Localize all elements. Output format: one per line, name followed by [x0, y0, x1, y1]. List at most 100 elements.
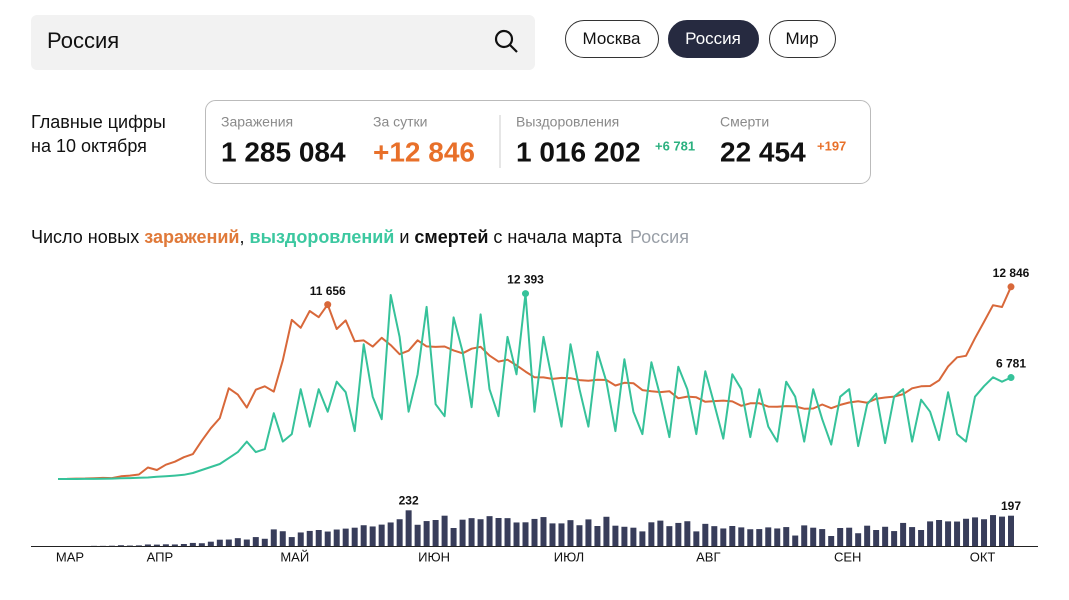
bar: [486, 516, 493, 546]
stat-delta: +6 781: [655, 138, 695, 153]
bar: [765, 527, 772, 546]
bar: [990, 515, 997, 546]
stat-delta: +197: [817, 138, 846, 153]
bar: [657, 520, 664, 546]
search-icon[interactable]: [494, 29, 518, 53]
bar: [378, 524, 385, 546]
title-part: смертей: [414, 227, 488, 247]
tab-label[interactable]: Москва: [582, 29, 641, 48]
bar: [306, 530, 313, 546]
tab[interactable]: [565, 20, 659, 58]
chart-title: Число новых заражений, выздоровлений и с…: [31, 227, 689, 247]
x-tick-label: АВГ: [696, 549, 720, 564]
bar: [333, 529, 340, 546]
bar: [405, 510, 412, 546]
bar: [567, 520, 574, 546]
bar: [639, 531, 646, 546]
bar: [540, 517, 547, 546]
x-tick-label: ИЮЛ: [554, 549, 584, 564]
bar: [711, 526, 718, 546]
title-part: и: [394, 227, 414, 247]
title-part: выздоровлений: [250, 227, 395, 247]
bar: [216, 539, 223, 546]
bar: [441, 515, 448, 546]
chart-subtitle: Россия: [630, 227, 689, 247]
bar: [360, 525, 367, 546]
point: [522, 290, 530, 298]
title-part: ,: [240, 227, 250, 247]
bar: [162, 544, 169, 546]
stat-label: За сутки: [373, 114, 428, 130]
bar: [738, 527, 745, 546]
bar: [117, 545, 124, 546]
bar: [603, 516, 610, 546]
bar: [342, 528, 349, 546]
bar: [666, 526, 673, 546]
bar: [702, 523, 709, 546]
bar: [558, 523, 565, 546]
bar: [459, 519, 466, 546]
bar: [576, 525, 583, 546]
bar: [585, 519, 592, 546]
summary-title: Главные цифры: [31, 112, 166, 132]
bar: [810, 527, 817, 546]
bar: [243, 539, 250, 546]
bar: [153, 544, 160, 546]
stat-label: Смерти: [720, 114, 769, 130]
x-tick-label: МАР: [56, 549, 84, 564]
search-box[interactable]: [31, 15, 535, 70]
bar: [324, 531, 331, 546]
bar: [846, 527, 853, 546]
bar: [801, 525, 808, 546]
point: [1007, 283, 1015, 291]
bar: [837, 528, 844, 546]
bar: [729, 526, 736, 546]
bar: [855, 533, 862, 546]
bar: [891, 531, 898, 546]
tab-label[interactable]: Мир: [785, 29, 818, 48]
bar: [423, 521, 430, 546]
bar: [396, 519, 403, 546]
bar: [927, 521, 934, 546]
bar: [450, 528, 457, 546]
bar: [981, 519, 988, 546]
bar: [936, 520, 943, 546]
bar: [900, 522, 907, 546]
tab[interactable]: [668, 20, 759, 58]
stat-value: 1 285 084: [221, 136, 346, 167]
point: [324, 301, 332, 309]
title-part: с начала марта: [488, 227, 623, 247]
tab-label[interactable]: Россия: [685, 29, 741, 48]
stat-label: Выздоровления: [516, 114, 619, 130]
bar: [297, 532, 304, 546]
value-label: 6 781: [996, 357, 1026, 371]
bar: [963, 518, 970, 546]
bar: [225, 539, 232, 546]
bar: [369, 526, 376, 546]
bar: [864, 525, 871, 546]
bar: [513, 522, 520, 546]
bar: [144, 544, 151, 546]
bar: [261, 538, 268, 546]
bar: [945, 521, 952, 546]
search-text: Россия: [47, 28, 119, 53]
bar: [135, 545, 142, 546]
bar: [693, 531, 700, 546]
tabs: Москва Россия Мир: [565, 20, 836, 58]
bar: [594, 526, 601, 546]
bar: [171, 544, 178, 546]
bar: [207, 541, 214, 546]
bar: [675, 522, 682, 546]
bar: [621, 526, 628, 546]
bar: [720, 528, 727, 546]
x-tick-label: МАЙ: [280, 549, 309, 564]
bar: [315, 530, 322, 546]
bar: [279, 531, 286, 546]
value-label: 232: [399, 493, 419, 507]
stat-value: 1 016 202: [516, 136, 641, 167]
bar: [189, 542, 196, 546]
tab[interactable]: [769, 20, 836, 58]
bar: [828, 536, 835, 546]
x-tick-label: СЕН: [834, 549, 861, 564]
